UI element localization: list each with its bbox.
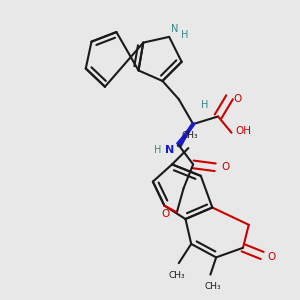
Text: O: O [161, 209, 169, 219]
Polygon shape [177, 124, 193, 147]
Text: H: H [181, 30, 188, 40]
Text: N: N [171, 24, 178, 34]
Text: O: O [221, 162, 229, 172]
Text: O: O [267, 252, 275, 262]
Text: H: H [201, 100, 208, 110]
Text: N: N [165, 145, 174, 155]
Text: H: H [154, 145, 161, 155]
Text: O: O [233, 94, 242, 104]
Text: CH₃: CH₃ [204, 282, 220, 291]
Text: CH₃: CH₃ [169, 271, 185, 280]
Text: CH₃: CH₃ [182, 131, 199, 140]
Text: OH: OH [235, 126, 251, 136]
